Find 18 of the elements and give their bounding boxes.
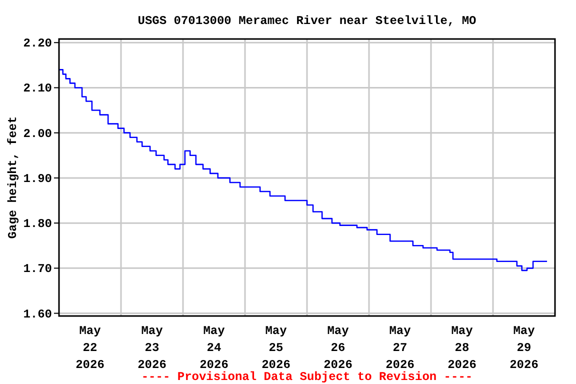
chart-title: USGS 07013000 Meramec River near Steelville, MO <box>138 14 476 28</box>
y-tick-label: 1.70 <box>23 262 52 276</box>
x-tick-label: May 28 2026 <box>448 324 476 372</box>
x-tick-label: May 29 2026 <box>510 324 538 372</box>
x-tick-label: May 27 2026 <box>386 324 414 372</box>
y-tick-label: 1.80 <box>23 217 52 232</box>
x-tick-label: May 26 2026 <box>324 324 352 372</box>
y-axis-title: Gage height, feet <box>6 116 20 239</box>
x-tick-label: May 22 2026 <box>76 324 104 372</box>
y-tick-label: 2.10 <box>23 82 52 96</box>
y-tick-label: 2.20 <box>23 36 52 51</box>
x-tick-label: May 23 2026 <box>138 324 166 372</box>
y-tick-label: 1.90 <box>23 172 52 186</box>
x-tick-label: May 24 2026 <box>200 324 228 372</box>
x-tick-label: May 25 2026 <box>262 324 290 372</box>
y-tick-label: 2.00 <box>23 126 52 141</box>
y-tick-label: 1.60 <box>23 307 52 322</box>
text: ---- Provisional Data Subject to Revision ---- <box>141 370 473 384</box>
